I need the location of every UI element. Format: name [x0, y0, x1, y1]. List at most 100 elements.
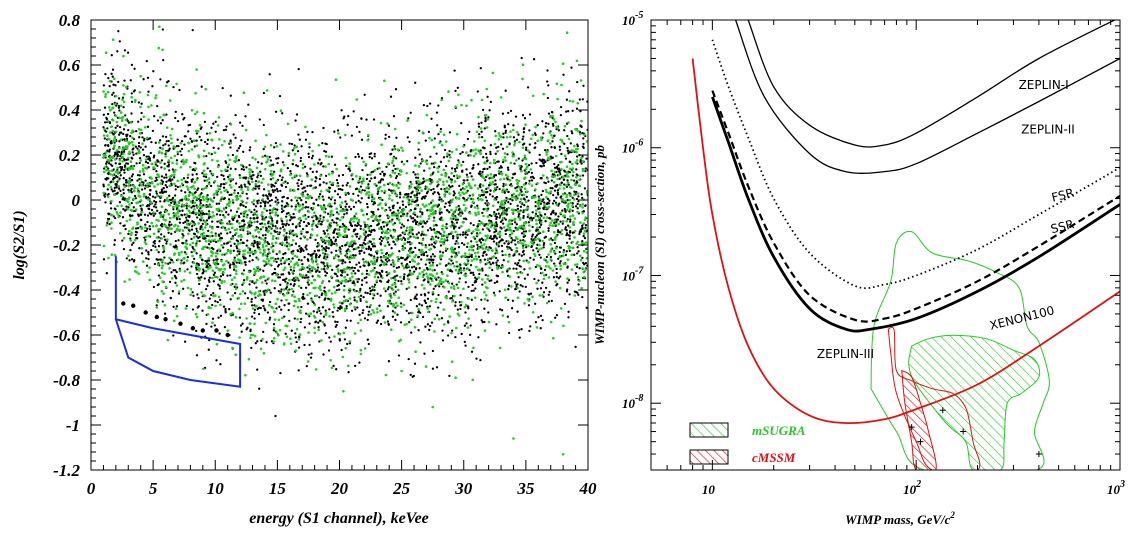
scatter-point	[137, 141, 141, 145]
scatter-point	[324, 257, 328, 261]
scatter-point	[137, 120, 140, 123]
scatter-point	[481, 238, 485, 242]
scatter-point	[208, 132, 212, 135]
scatter-point	[311, 170, 314, 174]
scatter-point	[579, 160, 582, 163]
scatter-point	[349, 223, 353, 227]
scatter-point	[318, 193, 322, 196]
scatter-point	[158, 139, 162, 142]
scatter-point	[173, 154, 177, 158]
scatter-point	[380, 143, 383, 146]
scatter-point	[273, 229, 276, 232]
scatter-point	[411, 198, 414, 202]
scatter-point	[534, 146, 537, 149]
scatter-point	[111, 75, 114, 78]
scatter-point	[175, 305, 179, 308]
scatter-point	[280, 262, 283, 265]
scatter-point	[197, 276, 200, 279]
scatter-point	[191, 173, 194, 176]
scatter-point	[450, 220, 454, 223]
scatter-point	[265, 133, 268, 137]
scatter-point	[534, 188, 537, 191]
scatter-point	[540, 247, 543, 250]
scatter-point	[226, 274, 229, 277]
scatter-point	[244, 257, 247, 260]
scatter-point	[418, 192, 421, 195]
scatter-point	[195, 139, 198, 142]
scatter-point	[153, 200, 156, 203]
scatter-point	[454, 304, 457, 307]
scatter-point	[249, 329, 252, 333]
scatter-point	[145, 264, 149, 267]
scatter-point	[322, 262, 325, 265]
scatter-point	[414, 81, 417, 84]
scatter-point	[132, 143, 135, 147]
scatter-point	[339, 136, 342, 139]
scatter-point	[507, 298, 510, 302]
scatter-point	[471, 178, 475, 181]
scatter-point	[494, 256, 498, 260]
scatter-point	[449, 268, 452, 272]
scatter-point	[332, 221, 336, 224]
scatter-point	[539, 164, 543, 168]
scatter-point	[190, 250, 193, 254]
scatter-point	[161, 119, 164, 122]
scatter-point	[304, 206, 307, 209]
scatter-point	[145, 249, 148, 252]
scatter-point	[200, 291, 203, 294]
scatter-point	[448, 204, 451, 207]
scatter-point	[200, 276, 203, 279]
scatter-point	[397, 266, 401, 269]
scatter-point	[132, 197, 135, 201]
scatter-point	[240, 167, 243, 171]
scatter-point	[568, 231, 572, 234]
scatter-point	[368, 179, 371, 183]
scatter-point	[340, 109, 343, 112]
scatter-point	[275, 252, 278, 256]
scatter-point	[514, 115, 518, 118]
scatter-point	[439, 127, 443, 131]
scatter-point	[300, 145, 303, 148]
scatter-point	[306, 270, 310, 273]
scatter-point	[471, 271, 475, 274]
scatter-point	[242, 165, 245, 168]
scatter-point	[514, 187, 517, 190]
scatter-point	[290, 205, 293, 208]
scatter-point	[192, 294, 195, 297]
scatter-point	[132, 206, 135, 209]
scatter-point	[217, 202, 221, 205]
scatter-point	[467, 196, 470, 200]
scatter-point	[344, 261, 347, 264]
scatter-point	[222, 246, 225, 249]
scatter-point	[275, 221, 279, 224]
scatter-point	[276, 161, 279, 165]
scatter-point	[209, 170, 212, 173]
scatter-point	[290, 142, 294, 146]
scatter-point	[506, 153, 509, 156]
scatter-point	[217, 147, 220, 150]
scatter-point	[402, 275, 406, 279]
scatter-point	[341, 184, 344, 187]
scatter-point	[238, 252, 241, 256]
scatter-point	[289, 268, 293, 271]
scatter-point	[421, 213, 424, 216]
scatter-point	[425, 258, 429, 262]
scatter-point	[402, 225, 406, 228]
scatter-point	[441, 251, 445, 254]
scatter-point	[145, 155, 148, 158]
scatter-point	[494, 215, 497, 218]
scatter-point	[377, 181, 380, 184]
scatter-point	[361, 168, 364, 172]
scatter-point	[419, 250, 422, 254]
scatter-point	[478, 184, 481, 187]
scatter-point	[192, 232, 196, 235]
scatter-point	[386, 241, 390, 244]
scatter-point	[414, 286, 417, 289]
scatter-point	[493, 235, 496, 238]
scatter-point	[455, 221, 459, 224]
scatter-point	[470, 289, 473, 293]
scatter-point	[565, 110, 568, 113]
scatter-point	[269, 143, 273, 147]
scatter-point	[278, 251, 281, 254]
scatter-point	[399, 321, 403, 324]
